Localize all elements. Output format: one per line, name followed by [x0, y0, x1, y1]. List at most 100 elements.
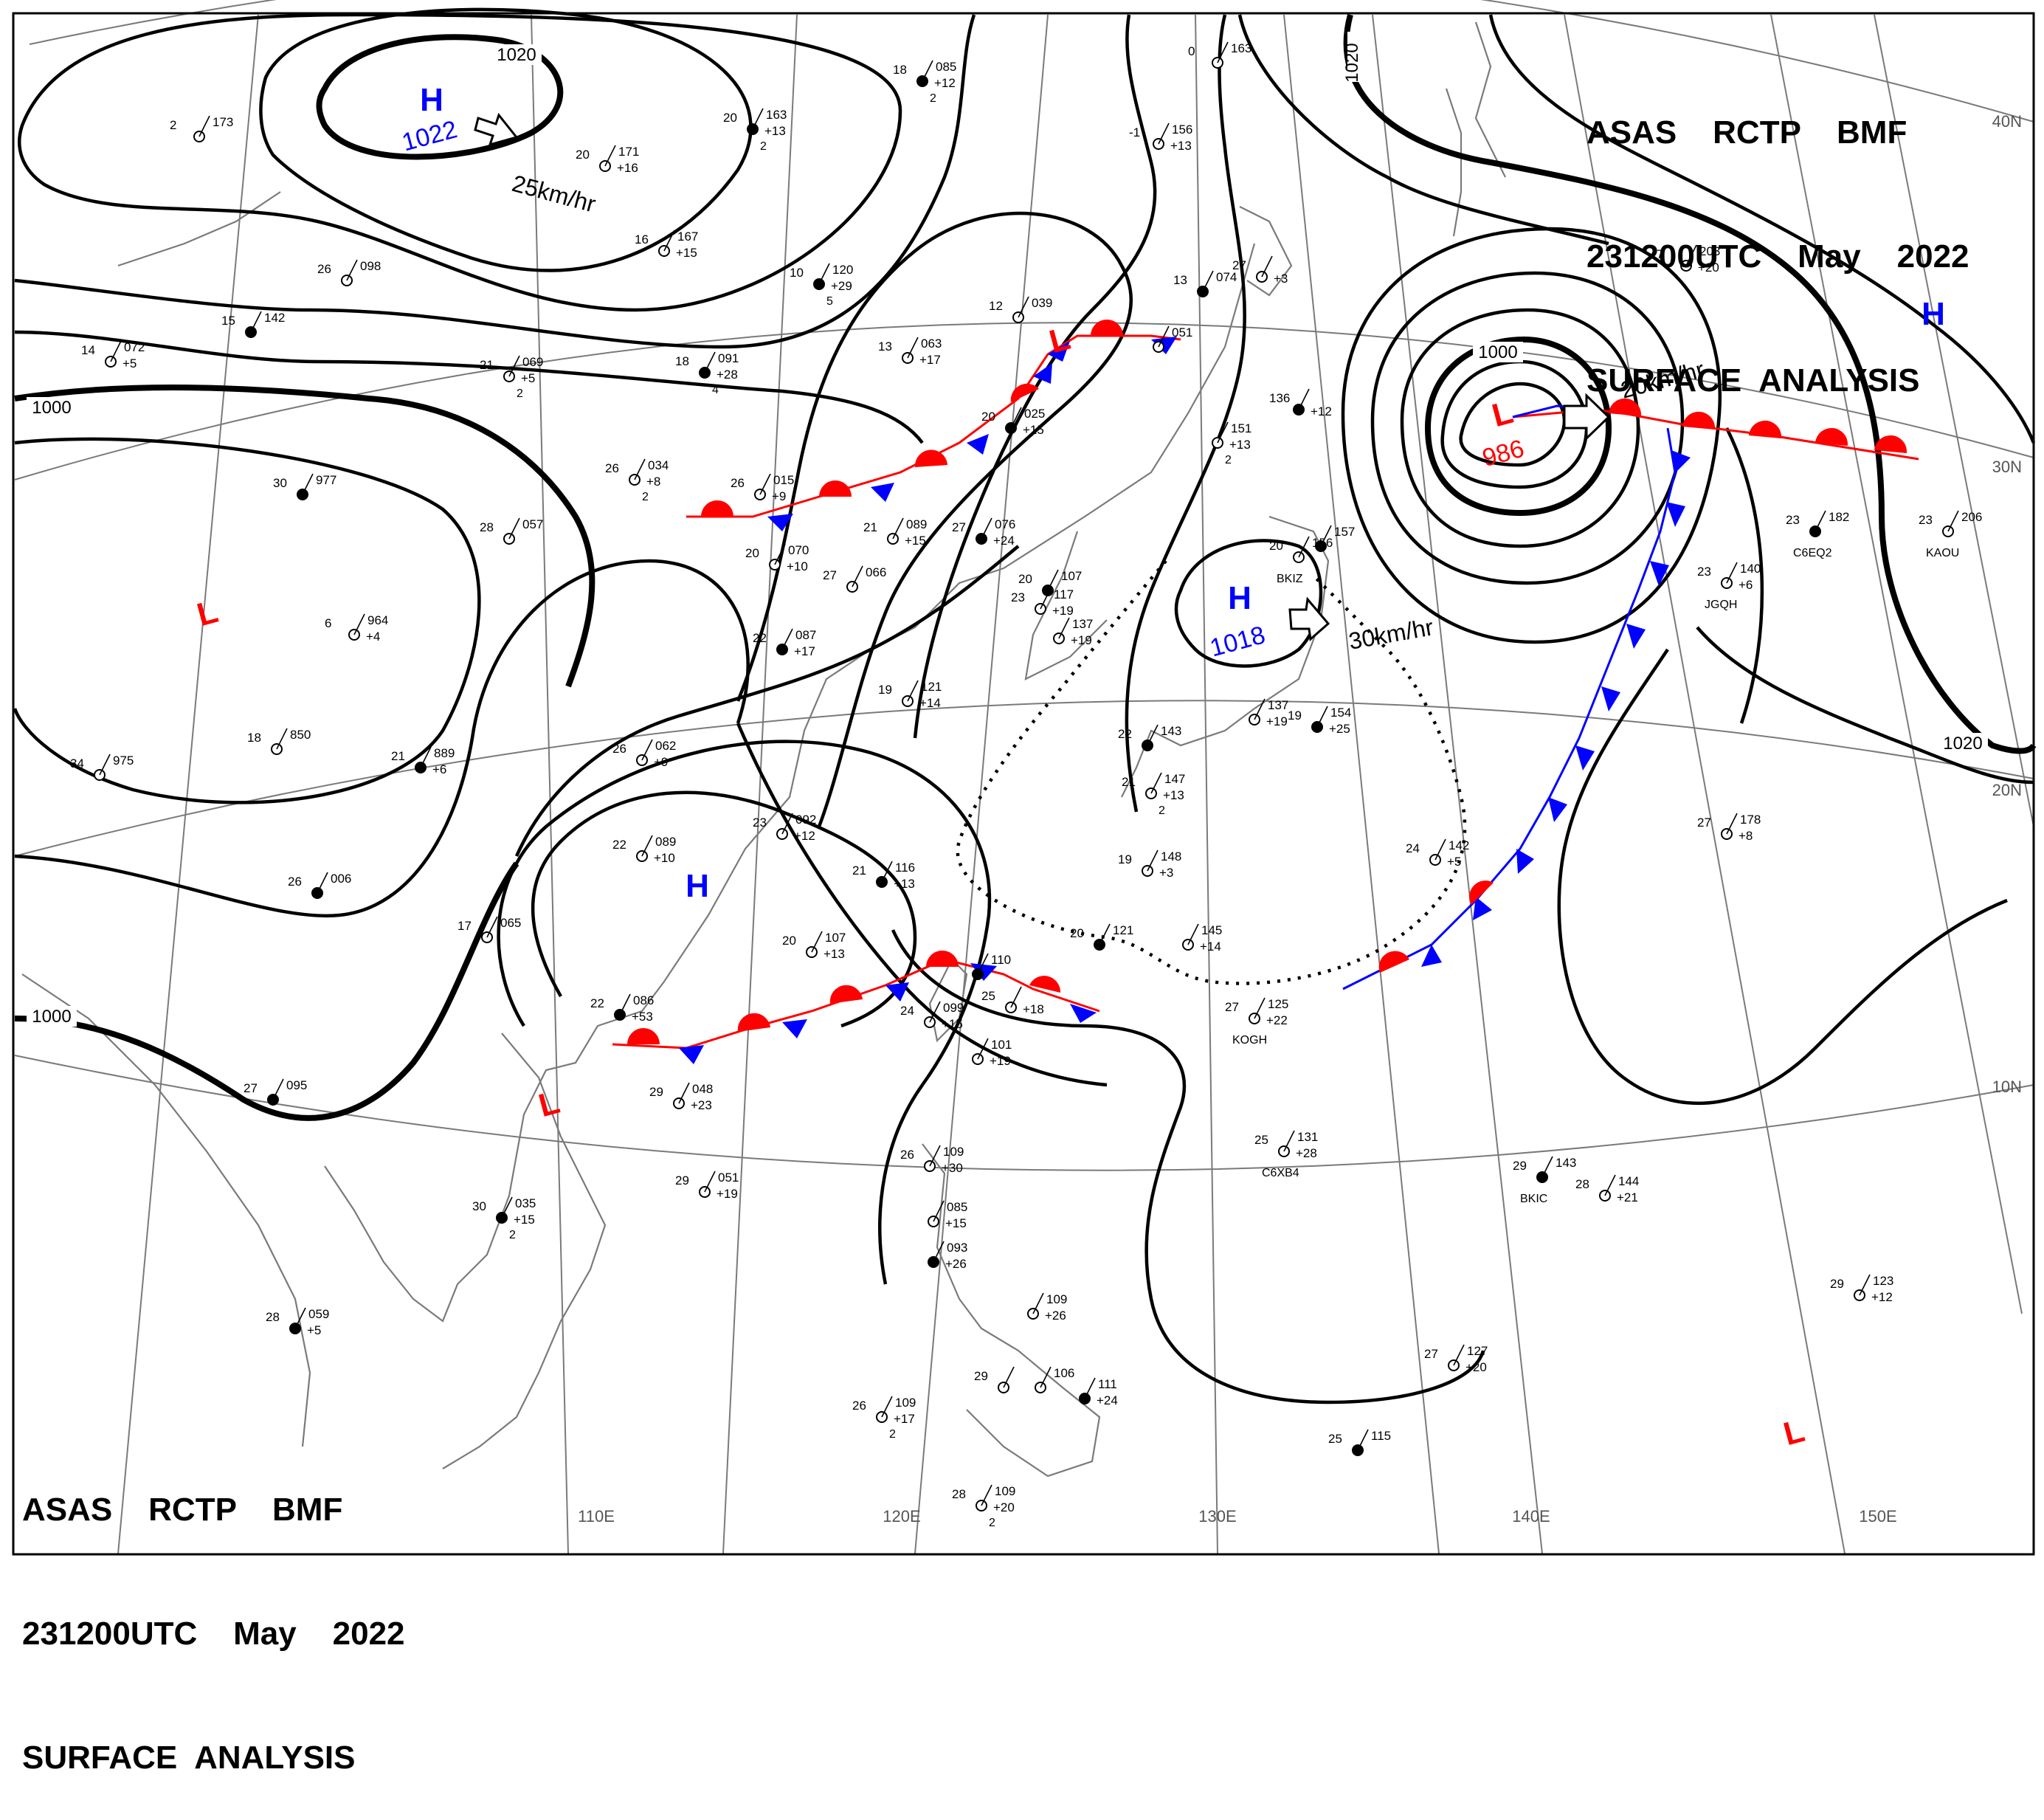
- latitude-label: 40N: [1992, 112, 2022, 131]
- lon-line-155e: [1874, 14, 2034, 827]
- station-temp: 20: [576, 148, 590, 162]
- wind-barb: [1202, 270, 1214, 292]
- station-pressure: 109: [995, 1484, 1015, 1498]
- wind-barb: [981, 517, 992, 540]
- wind-barb: [604, 145, 616, 167]
- station-tendency: +19: [1071, 633, 1092, 647]
- station-pressure: 145: [1201, 923, 1222, 937]
- station-model: 20 070 +10: [745, 543, 809, 573]
- station-tendency: +24: [1097, 1393, 1118, 1407]
- isobar-label-bg: [491, 44, 542, 65]
- station-temp: 19: [878, 683, 892, 697]
- station-temp: 26: [317, 262, 331, 276]
- station-tendency: +25: [1329, 722, 1350, 736]
- station-temp: 27: [1697, 816, 1711, 830]
- station-pressure: 085: [947, 1200, 967, 1214]
- station-temp: -1: [1129, 125, 1140, 139]
- station-tendency: +12: [934, 76, 956, 90]
- station-model: 19 121 +14: [878, 680, 942, 710]
- station-pressure: 182: [1829, 510, 1849, 524]
- station-pressure: 110: [991, 953, 1011, 967]
- wind-barb: [678, 1082, 690, 1104]
- station-model: 24 142 +5: [1406, 838, 1469, 869]
- station-temp: 34: [70, 756, 84, 771]
- longitude-label: 130E: [1198, 1507, 1236, 1526]
- station-tendency: +6: [432, 762, 446, 776]
- station-pressure: 156: [1312, 536, 1333, 550]
- header-bottom-line3: SURFACE ANALYSIS: [22, 1740, 356, 1776]
- header-bottom-line2: 231200UTC May 2022: [22, 1616, 405, 1652]
- station-tendency: +19: [1052, 604, 1074, 618]
- station-model: 22 143: [1118, 724, 1181, 751]
- station-temp: 23: [1011, 590, 1025, 604]
- isobar-value: 1000: [32, 1007, 71, 1027]
- isobar-value: 1020: [497, 45, 536, 65]
- isobar-east-south: [1557, 648, 2008, 1106]
- station-model: 29 143 BKIC: [1513, 1156, 1576, 1205]
- lon-line-100e: [117, 14, 259, 1554]
- wind-barb: [508, 517, 520, 540]
- isobar-1020-west: [14, 14, 976, 349]
- station-pressure: 140: [1740, 562, 1761, 576]
- station-model: 29 123 +12: [1830, 1274, 1893, 1304]
- dotted-region-outline: [956, 559, 1467, 985]
- station-tendency: +20: [1698, 261, 1719, 275]
- station-callsign: KOGH: [1232, 1034, 1267, 1047]
- station-tendency: +15: [942, 1017, 963, 1031]
- station-tendency: +10: [654, 851, 675, 865]
- station-tendency: +15: [514, 1213, 535, 1227]
- station-tendency: +4: [366, 630, 380, 644]
- wind-barb: [508, 355, 520, 377]
- wind-barb: [1434, 838, 1446, 861]
- station-tendency: +20: [1465, 1360, 1487, 1374]
- latitude-label: 20N: [1992, 781, 2022, 799]
- lat-line-20n: [14, 700, 2034, 857]
- station-pressure: 106: [1054, 1366, 1074, 1380]
- station-temp: 10: [790, 266, 804, 280]
- lon-line-145e: [1564, 14, 1846, 1554]
- isobar-central-5: [1125, 14, 1246, 813]
- coast-kamchatka: [1474, 21, 1506, 178]
- station-pressure: 121: [1113, 923, 1133, 937]
- wind-barb: [501, 1196, 513, 1218]
- wind-barb: [981, 1484, 992, 1506]
- wind-barb: [1298, 388, 1310, 410]
- station-tendency: +3: [1274, 272, 1288, 286]
- station-model: 137+19: [1053, 617, 1093, 647]
- wind-barb: [892, 517, 904, 540]
- station-pressure: 148: [1161, 849, 1181, 864]
- wind-barb: [752, 108, 764, 130]
- wind-barb: [1726, 813, 1738, 835]
- station-pressure: 035: [515, 1196, 536, 1210]
- station-pressure: 034: [648, 458, 669, 472]
- station-temp: 20: [1070, 926, 1084, 940]
- wind-barb: [704, 1171, 716, 1193]
- station-weather: 2: [509, 1229, 516, 1241]
- station-model: 25 +18: [981, 986, 1044, 1016]
- latitude-label: 10N: [1992, 1078, 2022, 1096]
- station-pressure: 131: [1297, 1130, 1318, 1144]
- wind-barb: [929, 1001, 941, 1023]
- station-temp: 19: [1118, 852, 1132, 866]
- wind-barb: [907, 337, 919, 359]
- station-pressure: 850: [290, 728, 311, 742]
- front-south-cold-teeth: [679, 963, 1097, 1064]
- station-weather: 5: [826, 295, 833, 308]
- isobar-far-east-arc: [1724, 427, 1764, 724]
- station-model: 19 148 +3: [1118, 849, 1181, 880]
- station-temp: 26: [900, 1148, 914, 1162]
- wind-barb: [1147, 724, 1159, 746]
- header-top-line1: ASAS RCTP BMF: [1586, 114, 1907, 151]
- station-pressure: 116: [895, 861, 915, 875]
- station-temp: 0: [1188, 44, 1195, 58]
- wind-barb: [922, 60, 933, 82]
- station-temp: 23: [1786, 513, 1800, 527]
- station-model: 20 121: [1070, 923, 1133, 951]
- wind-barb: [1084, 1377, 1096, 1399]
- wind-barb: [1320, 525, 1332, 547]
- coast-china: [324, 243, 1256, 1323]
- wind-barb: [1298, 536, 1310, 558]
- wind-barb: [317, 872, 328, 894]
- station-temp: 20: [782, 934, 796, 948]
- station-pressure: 086: [633, 993, 654, 1007]
